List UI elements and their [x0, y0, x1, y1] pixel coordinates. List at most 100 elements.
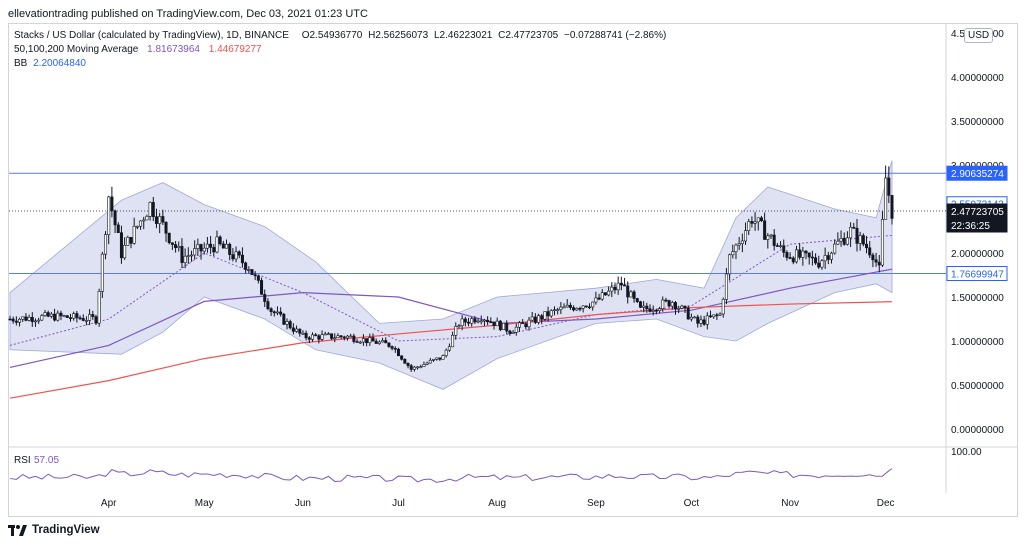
candle: [288, 319, 292, 330]
candle: [623, 277, 627, 287]
candle-body: [419, 366, 423, 369]
candle: [342, 335, 346, 341]
candle-body: [839, 237, 843, 242]
candle-body: [288, 321, 292, 329]
candle-body: [365, 338, 369, 344]
candle: [871, 252, 875, 268]
candle: [154, 208, 158, 229]
candle: [104, 231, 108, 260]
candle: [435, 357, 439, 361]
candle: [654, 309, 658, 315]
candle: [24, 313, 28, 322]
candle: [473, 316, 477, 325]
candle-body: [266, 301, 270, 309]
candle-body: [833, 243, 837, 254]
candle: [731, 244, 735, 259]
candle: [129, 237, 133, 249]
tradingview-logo[interactable]: TradingView: [8, 524, 100, 536]
candle: [256, 275, 260, 284]
rsi-pane: RSI 57.05 100.00: [9, 447, 982, 483]
candle-body: [887, 177, 891, 196]
candle-body: [123, 244, 127, 259]
candle: [419, 364, 423, 369]
bb-band: [9, 160, 893, 390]
candle-body: [638, 301, 642, 308]
price-tag-text: 22:36:25: [951, 221, 990, 232]
candle: [537, 313, 541, 325]
candle-body: [231, 254, 235, 260]
candle-body: [852, 226, 856, 229]
candle-body: [135, 225, 139, 228]
candle: [145, 214, 149, 221]
candle-body: [521, 322, 525, 325]
candle-body: [683, 305, 687, 309]
candle: [371, 333, 375, 342]
candle-body: [81, 318, 85, 321]
candle-body: [807, 252, 811, 258]
candle-body: [167, 232, 171, 244]
candle: [349, 333, 353, 338]
candle-body: [667, 300, 671, 307]
candle: [135, 225, 139, 230]
candle: [470, 316, 474, 327]
candle-body: [836, 240, 840, 245]
candle: [431, 358, 435, 362]
candle: [151, 196, 155, 222]
candle: [629, 290, 633, 298]
candle-body: [330, 333, 334, 339]
candle-body: [244, 262, 248, 270]
candle: [734, 243, 738, 260]
candle: [721, 297, 725, 318]
candle-body: [594, 297, 598, 303]
candle: [718, 312, 722, 317]
candle: [403, 358, 407, 364]
candle-body: [721, 299, 725, 315]
candle: [728, 253, 732, 281]
candle: [170, 242, 174, 251]
candle-body: [119, 232, 123, 259]
candle-body: [533, 316, 537, 323]
candle-body: [549, 310, 553, 317]
price-tick-9: 0.00000000: [951, 425, 1004, 436]
candle-body: [142, 219, 146, 222]
candle-body: [441, 355, 445, 360]
candle-body: [298, 328, 302, 334]
candle-body: [552, 309, 556, 311]
candle-body: [422, 364, 426, 368]
candle: [454, 322, 458, 340]
candle-body: [680, 305, 684, 309]
candle: [489, 317, 493, 324]
candle: [282, 312, 286, 326]
candle-body: [126, 237, 130, 246]
candle-body: [517, 322, 521, 328]
ma-200-line: [9, 301, 893, 399]
ma-100-line: [9, 268, 893, 368]
rsi-label: RSI: [14, 455, 31, 466]
candle: [43, 309, 47, 317]
candle-body: [715, 314, 719, 317]
candle-body: [97, 291, 101, 324]
ohlc-open: O2.54936770: [301, 30, 363, 41]
horizontal-levels: [9, 172, 946, 275]
candle: [384, 337, 388, 344]
candle: [438, 357, 442, 361]
candle: [393, 346, 397, 353]
candle: [148, 201, 152, 221]
candle-body: [858, 235, 862, 244]
candle-body: [189, 254, 193, 257]
candle: [250, 269, 254, 276]
candle: [613, 282, 617, 294]
candle-body: [110, 196, 114, 212]
candle: [218, 235, 222, 246]
candle: [635, 297, 639, 304]
candle-body: [543, 311, 547, 320]
candle-body: [642, 305, 646, 308]
currency-button[interactable]: USD: [964, 28, 994, 43]
candle: [113, 209, 117, 234]
candle-body: [317, 335, 321, 340]
candle: [865, 236, 869, 254]
ma-value-2: 1.44679277: [208, 44, 262, 55]
candle: [381, 337, 385, 343]
candle: [607, 286, 611, 297]
